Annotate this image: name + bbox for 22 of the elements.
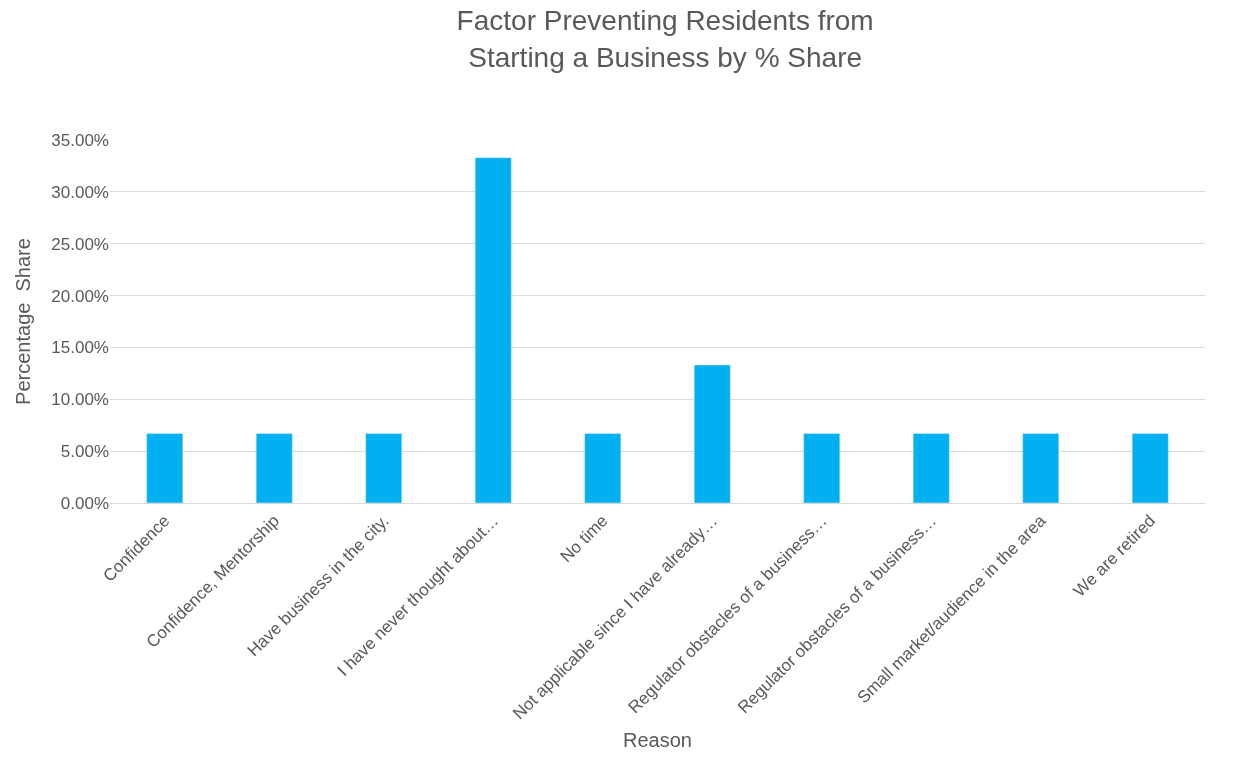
y-tick-label: 10.00%	[51, 390, 109, 410]
y-tick-label: 15.00%	[51, 338, 109, 358]
bar	[803, 433, 841, 503]
y-tick-label: 0.00%	[60, 493, 109, 513]
y-tick-label: 25.00%	[51, 234, 109, 254]
bar	[255, 433, 293, 503]
bar	[693, 364, 731, 503]
bar	[474, 157, 512, 503]
y-axis-title: Percentage Share	[11, 238, 34, 405]
bar	[584, 433, 622, 503]
bar	[1022, 433, 1060, 503]
y-tick-label: 30.00%	[51, 182, 109, 202]
y-tick-label: 20.00%	[51, 286, 109, 306]
bar	[1131, 433, 1169, 503]
bar	[146, 433, 184, 503]
bar	[365, 433, 403, 503]
chart-title: Factor Preventing Residents from Starting a Business by % Share	[456, 5, 874, 73]
y-tick-label: 35.00%	[51, 130, 109, 150]
y-tick-label: 5.00%	[60, 442, 109, 462]
x-axis-title: Reason	[623, 728, 692, 751]
bar	[912, 433, 950, 503]
x-tick-label: No time	[556, 511, 612, 567]
